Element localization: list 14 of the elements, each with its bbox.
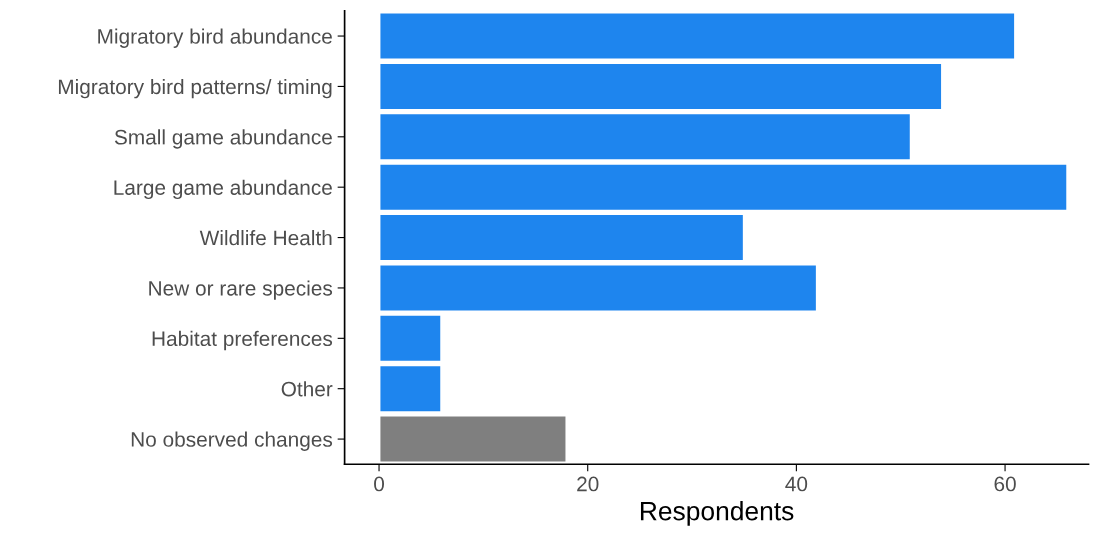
y-tick-label: Small game abundance — [114, 129, 332, 149]
y-tick-label: Large game abundance — [114, 179, 332, 200]
x-tick-label: 20 — [577, 476, 599, 492]
y-tick-label: Habitat preferences — [152, 330, 333, 351]
x-tick-label: 0 — [374, 476, 385, 492]
y-tick-label: New or rare species — [149, 280, 333, 300]
y-tick-label: Wildlife Health — [199, 230, 332, 246]
x-axis-title: Respondents — [640, 501, 794, 526]
y-tick-label: Other — [281, 381, 333, 397]
x-tick-label: 40 — [785, 476, 808, 492]
y-tick-label: Migratory bird abundance — [98, 28, 332, 48]
y-tick-label: Migratory bird patterns/ timing — [58, 78, 332, 99]
y-tick-label: No observed changes — [131, 431, 333, 451]
x-tick-label: 60 — [994, 476, 1016, 492]
